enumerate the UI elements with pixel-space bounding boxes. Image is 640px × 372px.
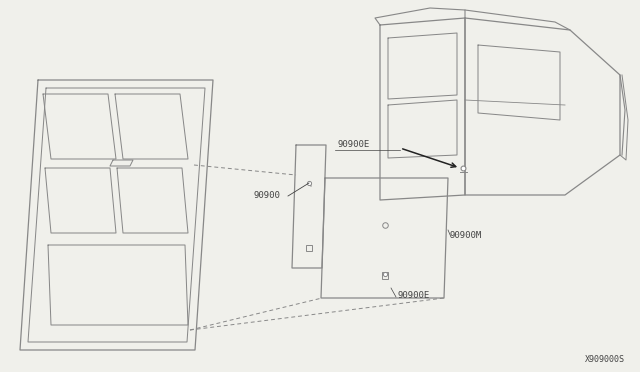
Bar xyxy=(306,245,312,251)
Text: 90900E: 90900E xyxy=(398,291,430,300)
Text: 90900M: 90900M xyxy=(450,231,483,240)
Bar xyxy=(382,272,388,279)
Text: 90900: 90900 xyxy=(253,191,280,200)
Text: X909000S: X909000S xyxy=(585,355,625,364)
Text: 90900E: 90900E xyxy=(337,140,369,149)
